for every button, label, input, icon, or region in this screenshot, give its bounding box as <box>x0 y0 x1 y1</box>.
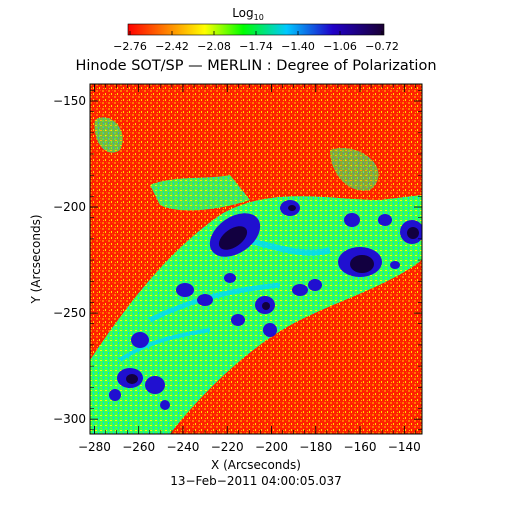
plot-title: Hinode SOT/SP — MERLIN : Degree of Polar… <box>75 58 436 74</box>
x-tick-label: −140 <box>388 440 421 454</box>
y-tick-label: −250 <box>53 306 86 320</box>
colorbar-tick-label: −2.42 <box>155 40 189 53</box>
y-axis-label: Y (Arcseconds) <box>29 214 43 304</box>
colorbar: Log10 −2.76 −2.42 −2.08 −1.74 −1.40 −1.06 −0.7… <box>113 6 399 53</box>
y-tick-label: −300 <box>53 412 86 426</box>
y-axis-ticks: −150 −200 −250 −300 <box>53 90 422 431</box>
plot-frame <box>89 83 423 435</box>
colorbar-tick-label: −1.40 <box>281 40 315 53</box>
timestamp: 13−Feb−2011 04:00:05.037 <box>170 474 342 488</box>
x-tick-label: −180 <box>299 440 332 454</box>
colorbar-tick-label: −2.08 <box>197 40 231 53</box>
x-tick-label: −240 <box>166 440 199 454</box>
x-tick-label: −160 <box>344 440 377 454</box>
polarization-map <box>90 84 422 434</box>
colorbar-tick-label: −1.06 <box>323 40 357 53</box>
colorbar-tick-label: −1.74 <box>239 40 273 53</box>
colorbar-tick-label: −2.76 <box>113 40 147 53</box>
x-tick-label: −220 <box>211 440 244 454</box>
y-tick-label: −200 <box>53 200 86 214</box>
colorbar-ticks: −2.76 −2.42 −2.08 −1.74 −1.40 −1.06 −0.72 <box>113 31 399 53</box>
y-tick-label: −150 <box>53 94 86 108</box>
x-tick-label: −260 <box>122 440 155 454</box>
x-axis-ticks: −280 −260 −240 −220 −200 −180 −160 −140 <box>78 84 421 454</box>
x-tick-label: −280 <box>78 440 111 454</box>
colorbar-label: Log10 <box>232 6 264 22</box>
colorbar-tick-label: −0.72 <box>365 40 399 53</box>
x-tick-label: −200 <box>255 440 288 454</box>
x-axis-label: X (Arcseconds) <box>211 458 301 472</box>
